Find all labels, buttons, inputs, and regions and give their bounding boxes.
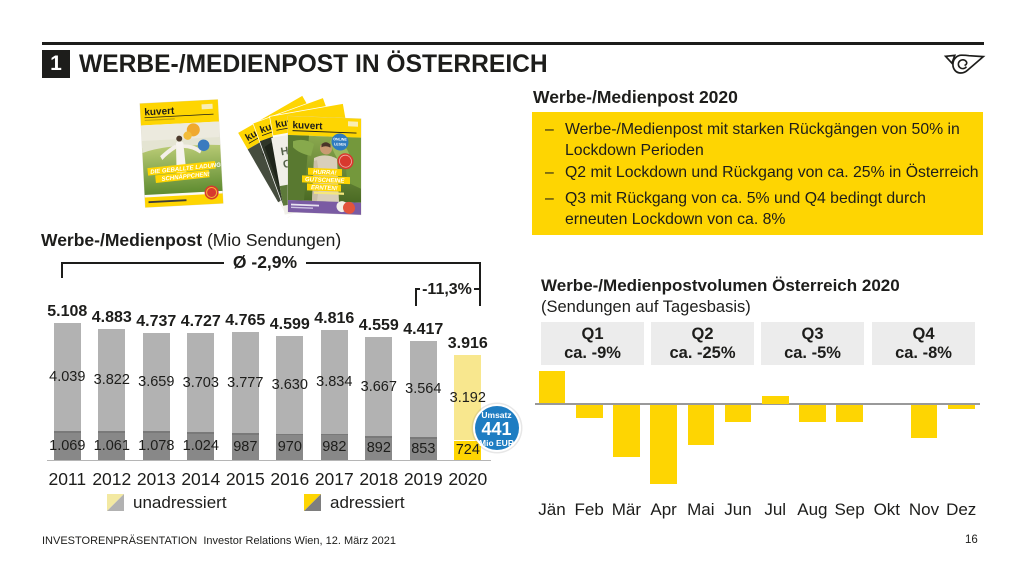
svg-text:LESEN: LESEN [334,142,346,146]
svg-text:ONLINE: ONLINE [333,137,347,142]
svg-text:ERNTEN!: ERNTEN! [311,185,338,192]
svg-text:GUTSCHEINE: GUTSCHEINE [305,177,345,185]
svg-text:kuvert: kuvert [293,120,324,132]
svg-text:HURRA!: HURRA! [313,170,337,177]
svg-text:kuvert: kuvert [144,106,175,119]
